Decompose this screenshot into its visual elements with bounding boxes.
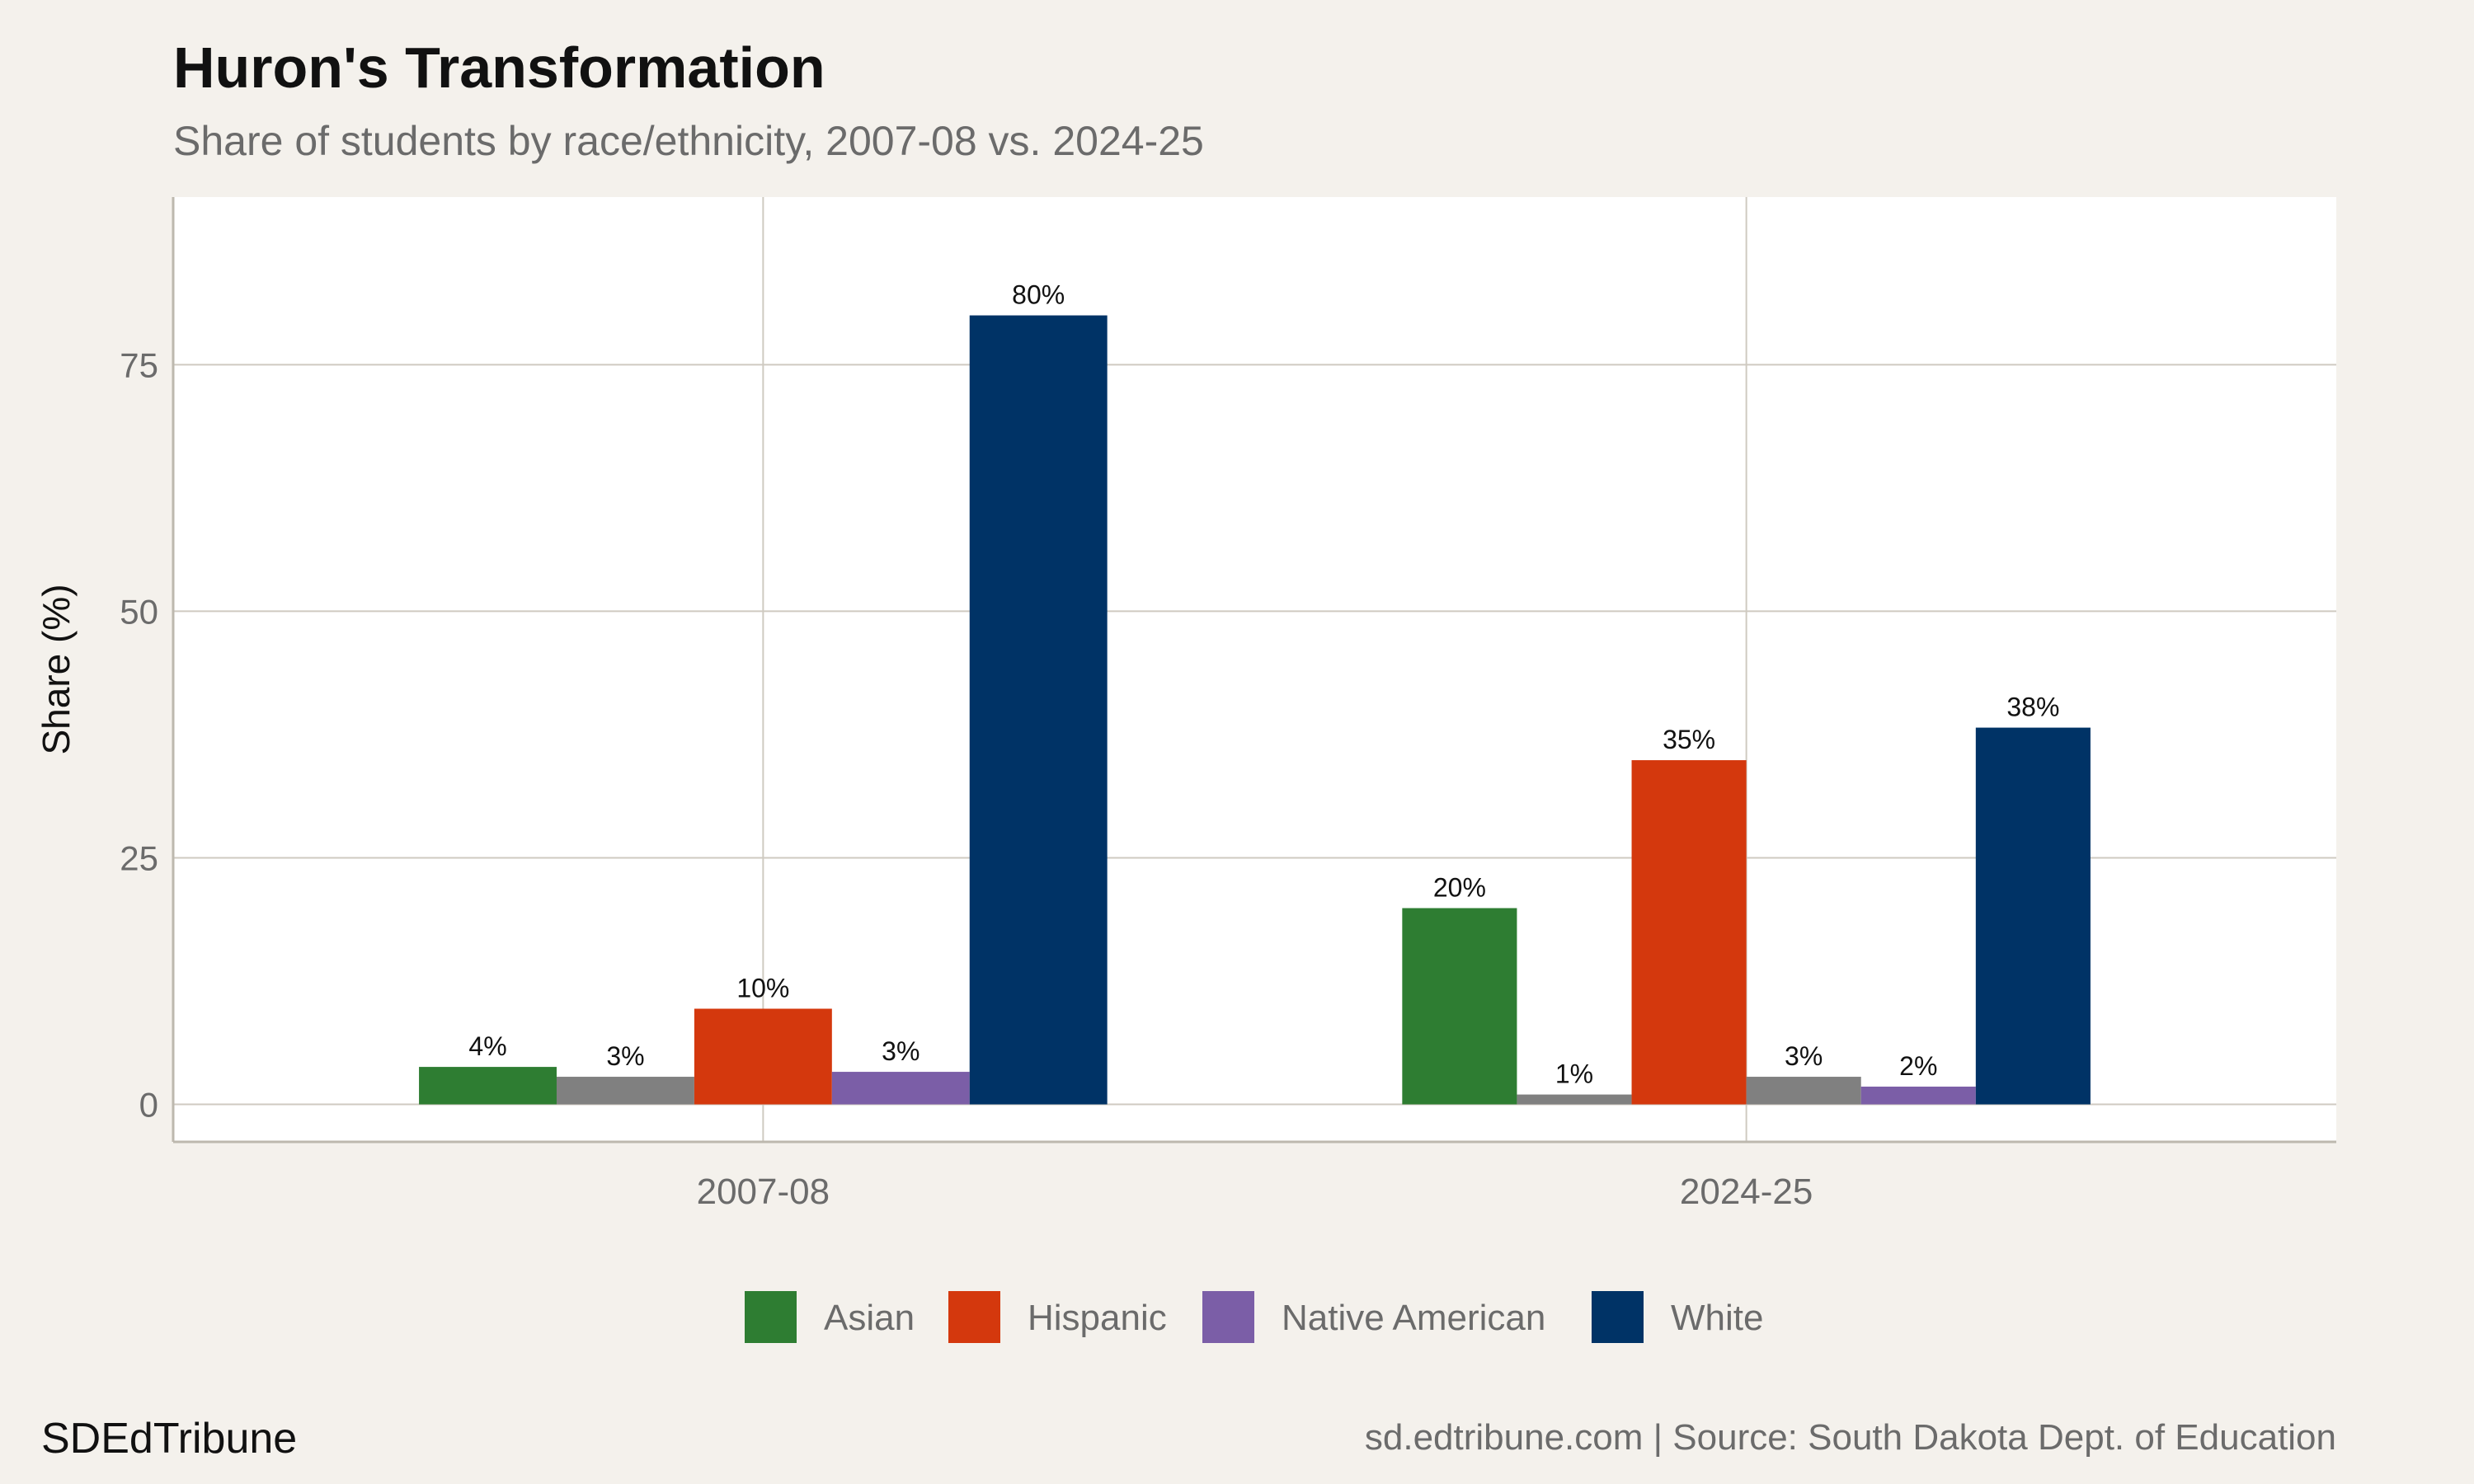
y-tick-label: 25 xyxy=(120,838,158,877)
legend-key xyxy=(1202,1291,1254,1343)
bar-data-label: 1% xyxy=(1555,1059,1593,1089)
bar xyxy=(1402,908,1517,1105)
legend-label: Asian xyxy=(824,1298,915,1338)
bar xyxy=(969,315,1108,1105)
bar-data-label: 4% xyxy=(468,1031,506,1061)
footer-source: sd.edtribune.com | Source: South Dakota … xyxy=(1365,1417,2336,1458)
legend-key xyxy=(1592,1291,1644,1343)
bar-data-label: 3% xyxy=(606,1041,644,1071)
legend-key xyxy=(745,1291,797,1343)
bars: 4% 3% 10% 3% 80% 20% 1% 35% 3% 2% 38% xyxy=(419,280,2091,1105)
bar-data-label: 3% xyxy=(882,1036,920,1066)
bar-data-label: 2% xyxy=(1899,1051,1937,1081)
bar-data-label: 3% xyxy=(1785,1041,1823,1071)
bar-data-label: 20% xyxy=(1433,872,1486,902)
bar-data-label: 35% xyxy=(1663,725,1715,754)
bar xyxy=(831,1072,970,1105)
y-tick-label: 75 xyxy=(120,345,158,384)
bar xyxy=(1860,1087,1976,1105)
chart-title: Huron's Transformation xyxy=(173,35,825,100)
bar-data-label: 10% xyxy=(736,974,789,1003)
bar xyxy=(1746,1077,1861,1105)
bar-data-label: 38% xyxy=(2006,693,2059,722)
bar xyxy=(1517,1094,1632,1105)
legend-key xyxy=(948,1291,1000,1343)
y-tick-label: 50 xyxy=(120,592,158,631)
axis-ticks: 0 25 50 75 2007-08 2024-25 xyxy=(120,345,1813,1212)
bar xyxy=(1975,727,2091,1105)
legend-label: Hispanic xyxy=(1028,1298,1167,1338)
bar xyxy=(419,1067,557,1105)
legend-label: White xyxy=(1671,1298,1763,1338)
bar-data-label: 80% xyxy=(1012,280,1065,310)
y-axis-title: Share (%) xyxy=(35,584,78,754)
bar xyxy=(556,1077,694,1105)
legend-label: Native American xyxy=(1282,1298,1545,1338)
y-tick-label: 0 xyxy=(139,1086,158,1125)
bar xyxy=(694,1008,832,1105)
x-tick-label: 2007-08 xyxy=(697,1172,830,1212)
bar xyxy=(1631,760,1747,1105)
footer-brand: SDEdTribune xyxy=(41,1415,297,1463)
x-tick-label: 2024-25 xyxy=(1680,1172,1813,1212)
legend: Asian Hispanic Native American White xyxy=(745,1291,1763,1343)
chart-subtitle: Share of students by race/ethnicity, 200… xyxy=(173,118,1204,164)
